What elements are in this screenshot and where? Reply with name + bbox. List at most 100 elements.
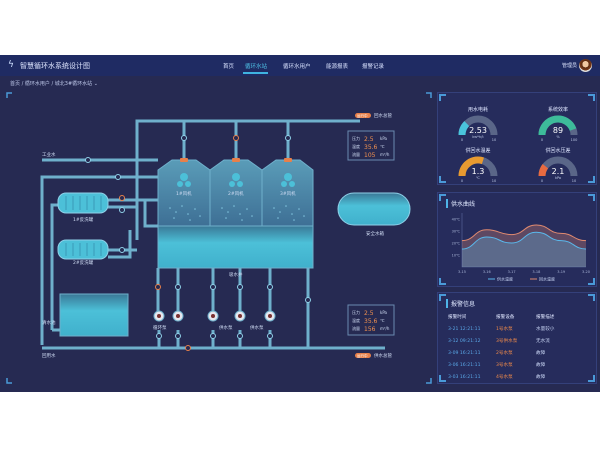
alarm-title: 报警信息: [446, 299, 475, 308]
alarm-description: 无水流: [536, 339, 550, 344]
status-badge: 运行中: [355, 353, 371, 358]
x-tick-label: 3-18: [532, 270, 540, 274]
svg-text:℃: ℃: [380, 318, 385, 323]
table-row[interactable]: 3-06 16:21:11 3号水泵 故障: [448, 359, 588, 371]
alarm-device: 3号水泵: [496, 363, 513, 368]
gauge-unit: kPa: [555, 176, 561, 180]
svg-text:压力: 压力: [352, 135, 360, 141]
label-tank2: 2#反洗罐: [73, 259, 94, 266]
breadcrumb-home[interactable]: 首页: [10, 81, 21, 87]
app: ϟ 智慧循环水系统设计图 首页 循环水站 循环水用户 能源报表 报警记录 管理员…: [0, 55, 600, 392]
series-line: [461, 231, 587, 250]
svg-text:运行中: 运行中: [357, 353, 368, 358]
gauge-value: 1.3: [472, 167, 485, 176]
gauge-max: 10: [572, 179, 576, 183]
svg-text:156: 156: [364, 326, 376, 333]
fan-status-indicator: [232, 158, 240, 162]
svg-text:kPa: kPa: [380, 136, 388, 141]
nav-alarm-records[interactable]: 报警记录: [362, 64, 385, 70]
alarm-table: 报警时间 报警设备 报警描述 3-21 12:21:11 1号水泵 水量较小 3-12…: [448, 311, 588, 383]
label-return-main: 回水总管: [374, 112, 392, 119]
nav-circulating-station[interactable]: 循环水站: [245, 64, 268, 70]
nav-energy-report[interactable]: 能源报表: [326, 64, 349, 70]
alarm-description: 故障: [536, 375, 546, 380]
panel-corner: [439, 375, 446, 382]
valves[interactable]: [85, 135, 311, 351]
alarm-device: 2号水泵: [496, 351, 513, 356]
avatar[interactable]: [579, 59, 592, 72]
chart-title: 供水曲线: [446, 199, 475, 208]
label-clean-pool: 清水池: [42, 319, 56, 326]
legend-label: 供水温度: [497, 276, 513, 282]
alarm-device: 3号供水泵: [496, 339, 518, 344]
fan-icon: [281, 173, 295, 187]
diagram-frame-corners: [6, 92, 432, 384]
table-row[interactable]: 3-09 16:21:11 2号水泵 故障: [448, 347, 588, 359]
fan-icon: [229, 173, 243, 187]
chart-panel: 供水曲线 10℃ 20℃ 30℃ 40℃ 3-15 3-16 3-17 3-18 3-19 3-2…: [437, 192, 597, 287]
label-tank1: 1#反洗罐: [73, 216, 94, 223]
alarm-device: 1号水泵: [496, 327, 513, 332]
process-diagram: 工业水 1#反洗罐 2#反洗罐 1#风机 2#风机 3#风机 安全水箱 吸水井 …: [6, 92, 432, 384]
user-name[interactable]: 管理员: [562, 63, 578, 69]
nav-circulating-users[interactable]: 循环水用户: [283, 64, 311, 70]
gauge-unit: ℃: [476, 176, 480, 180]
label-supply-pump: 供水泵: [250, 324, 264, 331]
breadcrumb-users[interactable]: 循环水用户: [24, 81, 50, 87]
panel-corner: [588, 94, 595, 101]
series-area: [462, 232, 586, 267]
alarm-time: 3-12 09:21:12: [448, 338, 481, 344]
nav-home[interactable]: 首页: [223, 64, 235, 70]
svg-text:流量: 流量: [352, 151, 360, 157]
column-header: 报警时间: [448, 315, 467, 320]
gauges-panel: 用水电耗 2.53 kw*h/t 0 10 系统效率 89% 0 100 供回水温差 1.3 ℃ 0 10…: [437, 92, 597, 185]
gauge-value: 2.1: [552, 167, 565, 176]
lightning-icon: ϟ: [8, 60, 14, 70]
fan-status-indicator: [284, 158, 292, 162]
alarm-time: 3-09 16:21:11: [448, 350, 481, 356]
chevron-down-icon[interactable]: ⌄: [93, 81, 98, 87]
alarm-description: 故障: [536, 363, 546, 368]
label-circ-pump: 循环泵: [153, 324, 167, 331]
svg-text:压力: 压力: [352, 309, 360, 315]
panel-corner: [439, 278, 446, 285]
svg-text:2.5: 2.5: [364, 136, 374, 143]
table-row[interactable]: 3-12 09:21:12 3号供水泵 无水流: [448, 335, 588, 347]
gauge-title: 供回水压差: [545, 147, 570, 154]
gauge-value: 2.53: [469, 126, 487, 135]
svg-text:105: 105: [364, 152, 376, 159]
fan-status-indicator: [180, 158, 188, 162]
series-line: [461, 224, 587, 242]
breadcrumb-station[interactable]: 城北3#循环水站: [54, 81, 93, 87]
gauge-min: 0: [541, 138, 543, 142]
gauge-min: 0: [461, 138, 463, 142]
header: ϟ 智慧循环水系统设计图 首页 循环水站 循环水用户 能源报表 报警记录 管理员: [0, 55, 600, 76]
gauge-fill: [538, 115, 577, 136]
cooling-tower-group: [157, 158, 314, 269]
label-fan1: 1#风机: [176, 190, 192, 197]
gauge-fill: [458, 156, 485, 177]
panel-corner: [439, 294, 446, 301]
label-safety-tank: 安全水箱: [366, 230, 384, 237]
gauge-fill: [458, 121, 470, 136]
svg-text:温度: 温度: [352, 143, 360, 149]
svg-text:m³/h: m³/h: [380, 326, 390, 331]
alarm-panel: 报警信息 报警时间 报警设备 报警描述 3-21 12:21:11 1号水泵 水量较…: [437, 292, 597, 384]
alarm-time: 3-06 16:21:11: [448, 362, 481, 368]
column-header: 报警设备: [496, 315, 515, 320]
status-badge: 运行中: [355, 113, 371, 118]
y-tick-label: 30℃: [452, 230, 460, 234]
gauge-min: 0: [541, 179, 543, 183]
svg-text:流量: 流量: [352, 325, 360, 331]
alarm-description: 水量较小: [536, 327, 555, 332]
svg-text:2.5: 2.5: [364, 310, 374, 317]
gauge-fill: [538, 164, 549, 177]
table-row[interactable]: 3-21 12:21:11 1号水泵 水量较小: [448, 323, 588, 335]
table-row[interactable]: 3-03 16:21:11 4号水泵 故障: [448, 371, 588, 383]
gauge-unit: %: [556, 135, 560, 139]
series-area: [462, 225, 586, 267]
clean-water-pool: [59, 293, 129, 337]
label-supply-pump: 供水泵: [219, 324, 233, 331]
svg-text:35.6: 35.6: [364, 144, 378, 151]
